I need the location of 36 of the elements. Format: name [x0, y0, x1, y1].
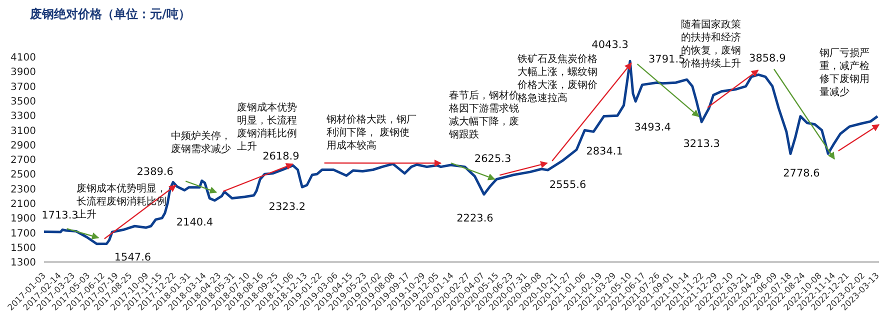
y-tick-label: 3100 — [10, 126, 36, 137]
y-tick-label: 4100 — [10, 52, 36, 64]
annotation: 2223.6 — [456, 212, 494, 224]
annotation: 2140.4 — [176, 216, 214, 228]
annotation: 铁矿石及焦炭价格大幅上涨，螺纹钢价格大涨，废钢价格急速拉高 — [516, 53, 598, 104]
annotation: 2625.3 — [474, 152, 512, 165]
annotation: 钢材价格大跌，钢厂利润下降， 废钢使用成本较高 — [325, 114, 416, 152]
annotation: 2778.6 — [783, 168, 820, 180]
annotation: 废钢成本优势明显，长流程废钢消耗比例上升 — [237, 102, 298, 153]
annotation: 3213.3 — [683, 138, 720, 150]
y-tick-label: 3300 — [10, 111, 36, 122]
y-tick-label: 1500 — [10, 242, 36, 254]
y-tick-label: 1700 — [10, 228, 36, 240]
annotation: 2323.2 — [268, 200, 306, 213]
y-tick-label: 3700 — [10, 82, 36, 93]
y-tick-label: 3500 — [10, 96, 36, 108]
annotation: 4043.3 — [592, 39, 628, 52]
annotation: 钢厂亏损严重，减产检修下废钢用量减少 — [818, 46, 870, 98]
y-tick-label: 2100 — [10, 198, 36, 210]
annotation: 3493.4 — [634, 121, 672, 134]
annotation: 3858.9 — [749, 52, 786, 65]
y-tick-label: 1300 — [10, 258, 36, 269]
y-tick-label: 2500 — [10, 170, 36, 181]
annotation: 1547.6 — [114, 252, 152, 264]
chart-title: 废钢绝对价格（单位：元/吨） — [29, 7, 190, 21]
annotation: 2834.1 — [586, 146, 623, 158]
y-tick-label: 3900 — [10, 67, 36, 78]
annotation: 2389.6 — [136, 166, 174, 178]
annotation: 2555.6 — [549, 178, 586, 191]
y-tick-label: 2700 — [10, 155, 36, 166]
annotation: 1713.3 — [42, 210, 78, 222]
annotation: 2618.9 — [262, 150, 300, 162]
y-tick-label: 2900 — [10, 140, 36, 152]
y-tick-label: 1900 — [10, 214, 36, 225]
annotation: 中频炉关停，废钢需求减少 — [170, 130, 231, 155]
y-tick-label: 2300 — [10, 184, 36, 196]
